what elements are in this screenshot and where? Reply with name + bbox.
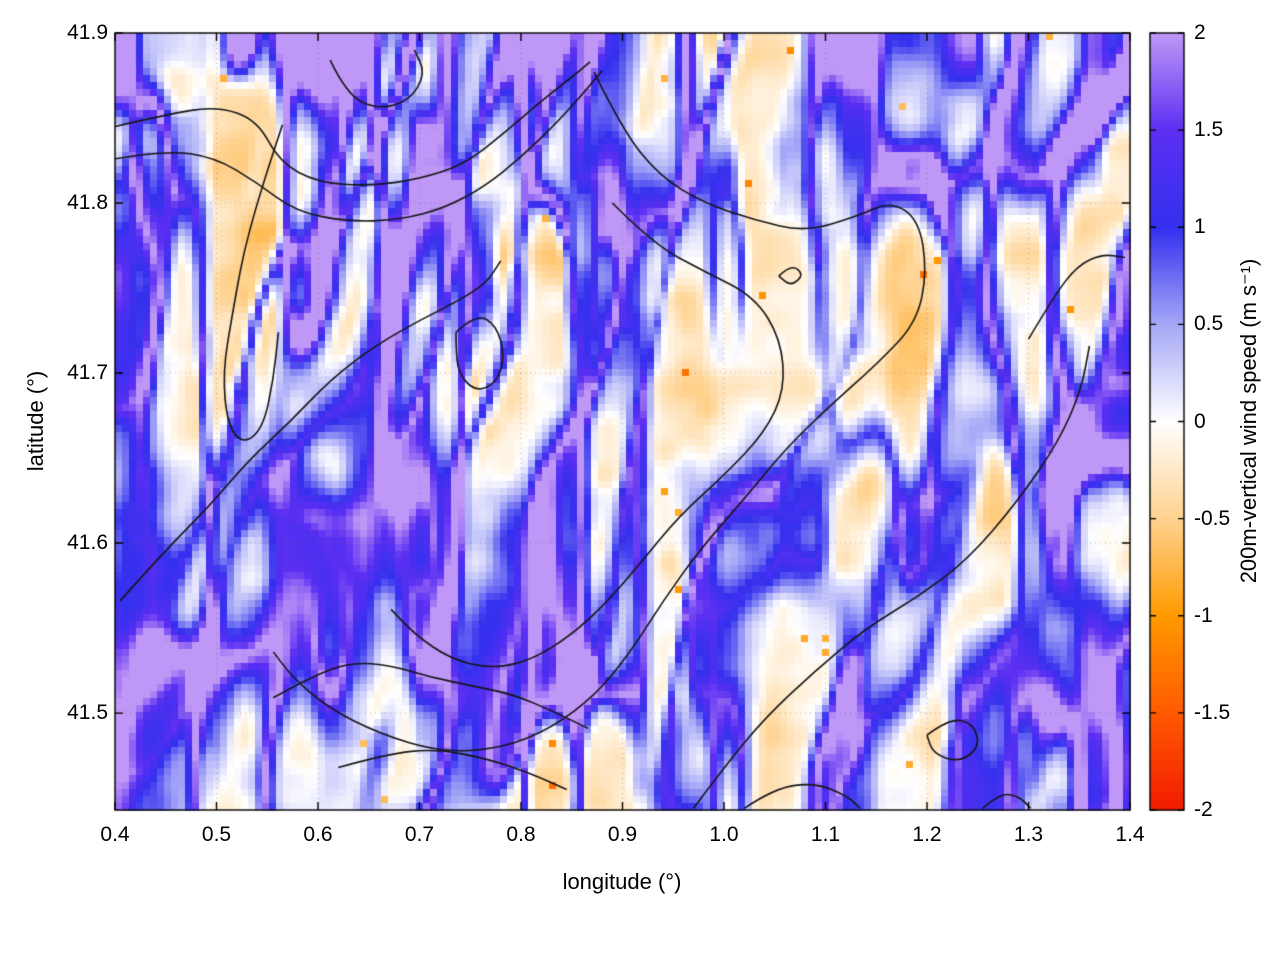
x-tick-label: 1.0 xyxy=(709,823,739,846)
y-tick-label: 41.6 xyxy=(67,531,108,555)
x-axis-label: longitude (°) xyxy=(562,869,682,894)
x-tick-label: 0.4 xyxy=(100,823,130,846)
x-tick-label: 1.2 xyxy=(912,823,942,846)
colorbar-tick-label: -2 xyxy=(1194,798,1213,821)
x-tick-label: 0.8 xyxy=(506,823,536,846)
y-tick-label: 41.7 xyxy=(67,361,108,385)
x-tick-label: 1.4 xyxy=(1115,823,1145,846)
x-tick-label: 0.6 xyxy=(303,823,333,846)
colorbar-tick-label: 2 xyxy=(1194,21,1206,44)
colorbar-tick-label: 0.5 xyxy=(1194,312,1224,336)
colorbar-tick-label: 1 xyxy=(1194,215,1206,239)
y-tick-label: 41.5 xyxy=(67,701,108,725)
x-tick-label: 0.9 xyxy=(607,823,638,846)
x-tick-label: 0.7 xyxy=(404,823,435,846)
colorbar-tick-label: -1 xyxy=(1194,603,1213,627)
y-tick-label: 41.8 xyxy=(67,191,108,215)
x-tick-label: 1.1 xyxy=(810,823,841,846)
y-tick-label: 41.9 xyxy=(67,21,108,44)
colorbar-tick-label: 0 xyxy=(1194,409,1206,433)
x-tick-label: 1.3 xyxy=(1013,823,1044,846)
colorbar-tick-label: 1.5 xyxy=(1194,118,1224,142)
colorbar-tick-label: -1.5 xyxy=(1194,700,1231,724)
colorbar-tick-label: -0.5 xyxy=(1194,506,1231,530)
x-tick-label: 0.5 xyxy=(201,823,232,846)
